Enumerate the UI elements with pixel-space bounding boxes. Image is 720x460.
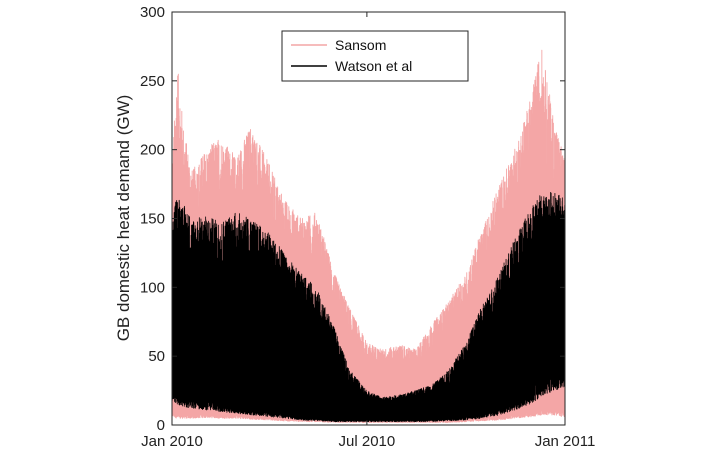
x-tick-label: Jan 2010 (141, 433, 203, 450)
y-tick-label: 300 (140, 4, 165, 21)
x-tick-label: Jan 2011 (535, 433, 596, 450)
y-tick-label: 100 (140, 279, 165, 296)
y-tick-label: 0 (157, 417, 165, 434)
ticks-layer: 0 50 100 150 200 250 300 Jan 2010 Jul 2010 Jan 20… (140, 4, 595, 450)
legend: Sansom Watson et al (281, 30, 469, 82)
y-tick-label: 200 (140, 142, 165, 159)
y-tick-label: 50 (148, 348, 165, 365)
x-tick-label: Jul 2010 (339, 433, 396, 450)
legend-label-sansom: Sansom (335, 37, 386, 53)
series-line-watson-et-al (172, 192, 565, 423)
legend-label-watson: Watson et al (335, 58, 412, 74)
legend-box (281, 30, 469, 82)
y-tick-label: 250 (140, 73, 165, 90)
y-axis-title: GB domestic heat demand (GW) (114, 95, 133, 342)
y-tick-label: 150 (140, 211, 165, 228)
series-layer (172, 49, 565, 423)
